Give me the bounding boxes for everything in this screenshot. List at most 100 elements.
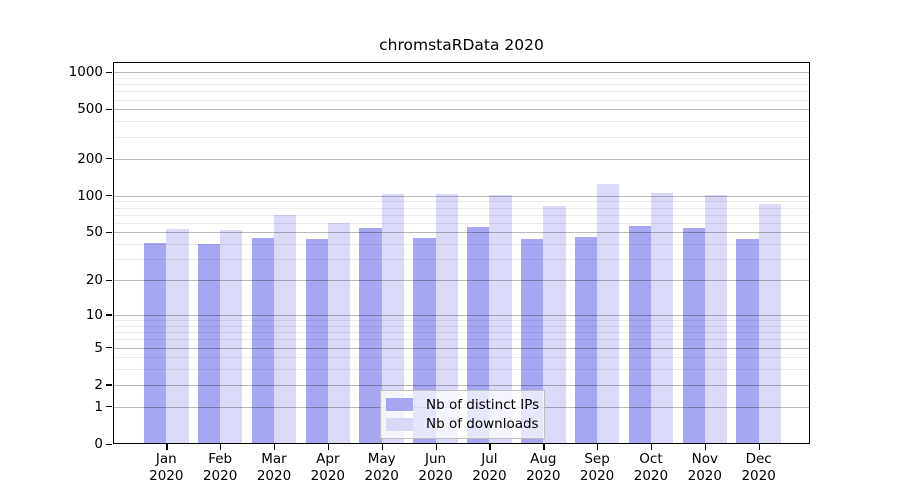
x-axis-tick (274, 444, 276, 450)
y-tick-label: 100 (77, 187, 103, 204)
x-tick-month: Apr (316, 451, 340, 467)
minor-gridline (113, 222, 810, 224)
x-tick-label: Oct 2020 (619, 451, 683, 485)
major-gridline (113, 195, 810, 197)
x-axis-tick (758, 444, 760, 450)
y-axis-tick (106, 108, 112, 111)
x-axis-tick (327, 444, 330, 450)
legend-label-downloads: Nb of downloads (426, 416, 539, 433)
y-axis-tick (106, 158, 112, 160)
major-gridline (113, 280, 810, 282)
x-tick-year: 2020 (149, 468, 184, 484)
x-tick-month: Jun (425, 451, 447, 467)
x-axis-tick (597, 444, 599, 450)
minor-gridline (113, 369, 810, 371)
x-tick-label: Jun 2020 (404, 451, 468, 485)
bar-downloads-mar (274, 214, 297, 444)
x-axis-tick (220, 444, 222, 450)
bar-ips-may (359, 228, 382, 444)
minor-gridline (113, 357, 810, 359)
bar-downloads-jun (435, 194, 458, 444)
y-axis-tick (106, 384, 112, 386)
major-gridline (113, 72, 810, 74)
x-axis-tick (489, 444, 491, 450)
y-tick-label: 20 (85, 272, 103, 289)
x-tick-month: Jul (481, 451, 498, 467)
major-gridline (113, 314, 810, 316)
x-tick-year: 2020 (364, 468, 399, 484)
y-tick-label: 500 (77, 101, 103, 118)
x-tick-label: Mar 2020 (242, 451, 306, 485)
y-tick-label: 0 (94, 436, 103, 452)
minor-gridline (113, 136, 810, 138)
x-tick-month: Mar (261, 451, 287, 467)
x-tick-year: 2020 (526, 468, 561, 484)
bar-ips-apr (305, 239, 328, 444)
y-axis-tick (106, 71, 112, 74)
bar-downloads-oct (650, 193, 674, 444)
x-tick-year: 2020 (310, 468, 346, 484)
minor-gridline (113, 325, 810, 327)
y-tick-label: 2 (94, 376, 103, 393)
bar-downloads-sep (597, 183, 620, 444)
minor-gridline (113, 84, 810, 86)
bar-ips-dec (736, 239, 759, 444)
bar-downloads-dec (758, 203, 781, 444)
minor-gridline (113, 339, 810, 341)
x-tick-label: May 2020 (350, 451, 414, 485)
bar-ips-nov (682, 228, 705, 444)
x-tick-month: Feb (208, 451, 233, 467)
x-tick-year: 2020 (633, 468, 669, 484)
x-axis-tick (543, 444, 545, 450)
x-axis-tick (435, 444, 437, 450)
x-tick-label: Jul 2020 (457, 451, 521, 485)
y-axis-tick (106, 443, 112, 445)
y-tick-label: 10 (85, 306, 103, 323)
x-tick-year: 2020 (741, 468, 776, 484)
minor-gridline (113, 320, 810, 322)
x-tick-year: 2020 (687, 468, 722, 484)
legend: Nb of distinct IPs Nb of downloads (380, 390, 545, 439)
x-axis-tick (650, 444, 653, 450)
bar-ips-oct (628, 226, 651, 444)
major-gridline (113, 232, 810, 234)
chart-title: chromstaRData 2020 (379, 36, 544, 54)
x-tick-month: Dec (745, 451, 772, 467)
x-tick-month: Jan (155, 451, 177, 467)
x-tick-label: Jan 2020 (134, 451, 198, 485)
y-tick-label: 50 (85, 224, 103, 241)
y-tick-label: 5 (94, 339, 103, 356)
minor-gridline (113, 244, 810, 246)
minor-gridline (113, 332, 810, 334)
bar-downloads-nov (704, 194, 728, 444)
bar-ips-jan (144, 242, 167, 444)
x-tick-label: Aug 2020 (511, 451, 575, 485)
minor-gridline (113, 201, 810, 203)
minor-gridline (113, 77, 810, 79)
bar-downloads-feb (220, 230, 243, 444)
x-tick-label: Dec 2020 (727, 451, 791, 485)
bar-ips-feb (197, 244, 221, 444)
bar-downloads-may (381, 193, 404, 444)
minor-gridline (113, 99, 810, 101)
x-axis-tick (704, 444, 707, 450)
x-tick-month: Aug (530, 451, 557, 467)
y-axis-tick (106, 279, 112, 281)
x-tick-label: Nov 2020 (673, 451, 737, 485)
legend-item-distinct-ips: Nb of distinct IPs (386, 397, 540, 413)
y-axis-tick (106, 347, 112, 349)
y-tick-label: 1000 (68, 64, 103, 81)
x-axis-tick (381, 444, 383, 450)
major-gridline (113, 109, 810, 111)
x-tick-month: Sep (584, 451, 610, 467)
x-tick-month: May (367, 451, 396, 467)
y-axis-tick (106, 314, 112, 316)
bar-downloads-aug (543, 205, 566, 444)
major-gridline (113, 158, 810, 160)
minor-gridline (113, 214, 810, 216)
x-tick-year: 2020 (256, 468, 292, 484)
x-tick-year: 2020 (579, 468, 615, 484)
minor-gridline (113, 259, 810, 261)
x-tick-label: Feb 2020 (188, 451, 252, 485)
